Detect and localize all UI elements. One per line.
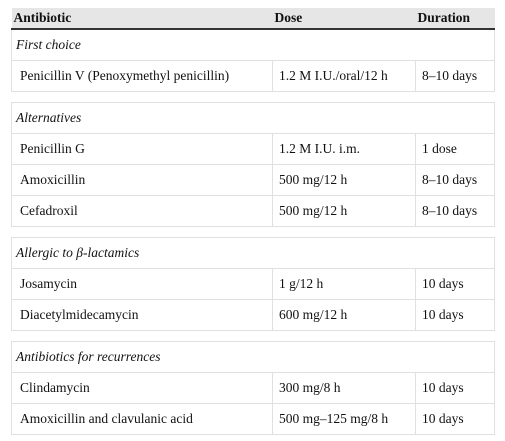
duration-cell: 8–10 days (415, 195, 495, 227)
table-row: Penicillin G 1.2 M I.U. i.m. 1 dose (11, 133, 495, 165)
header-row: Antibiotic Dose Duration (11, 8, 495, 30)
dose-cell: 1.2 M I.U. i.m. (272, 133, 416, 165)
header-antibiotic: Antibiotic (11, 8, 273, 30)
section-spacer (11, 226, 495, 238)
spacer-cell (11, 226, 495, 238)
spacer-cell (11, 91, 495, 103)
table-row: Clindamycin 300 mg/8 h 10 days (11, 372, 495, 404)
table-row: Cefadroxil 500 mg/12 h 8–10 days (11, 195, 495, 227)
dose-cell: 500 mg/12 h (272, 195, 416, 227)
antibiotic-cell: Amoxicillin and clavulanic acid (11, 403, 273, 435)
section-title: Alternatives (11, 102, 495, 134)
dose-cell: 1 g/12 h (272, 268, 416, 300)
dose-cell: 500 mg/12 h (272, 164, 416, 196)
duration-cell: 8–10 days (415, 164, 495, 196)
dose-cell: 500 mg–125 mg/8 h (272, 403, 416, 435)
duration-cell: 10 days (415, 268, 495, 300)
table-row: Penicillin V (Penoxymethyl penicillin) 1.… (11, 60, 495, 92)
antibiotic-cell: Josamycin (11, 268, 273, 300)
duration-cell: 8–10 days (415, 60, 495, 92)
duration-cell: 1 dose (415, 133, 495, 165)
antibiotic-cell: Clindamycin (11, 372, 273, 404)
section-title: Allergic to β-lactamics (11, 237, 495, 269)
header-duration: Duration (415, 8, 495, 30)
table-row: Diacetylmidecamycin 600 mg/12 h 10 days (11, 299, 495, 331)
section-row: Antibiotics for recurrences (11, 341, 495, 373)
spacer-cell (11, 330, 495, 342)
dose-cell: 1.2 M I.U./oral/12 h (272, 60, 416, 92)
section-row: Alternatives (11, 102, 495, 134)
section-title: Antibiotics for recurrences (11, 341, 495, 373)
duration-cell: 10 days (415, 403, 495, 435)
section-title: First choice (11, 28, 495, 61)
section-spacer (11, 330, 495, 342)
antibiotic-cell: Penicillin G (11, 133, 273, 165)
antibiotic-cell: Amoxicillin (11, 164, 273, 196)
antibiotic-cell: Penicillin V (Penoxymethyl penicillin) (11, 60, 273, 92)
antibiotic-cell: Cefadroxil (11, 195, 273, 227)
section-row: First choice (11, 28, 495, 61)
section-spacer (11, 91, 495, 103)
section-row: Allergic to β-lactamics (11, 237, 495, 269)
table-row: Amoxicillin and clavulanic acid 500 mg–12… (11, 403, 495, 435)
dose-cell: 600 mg/12 h (272, 299, 416, 331)
table-row: Amoxicillin 500 mg/12 h 8–10 days (11, 164, 495, 196)
antibiotic-table: Antibiotic Dose Duration First choice Pen… (11, 8, 495, 435)
duration-cell: 10 days (415, 372, 495, 404)
table-header: Antibiotic Dose Duration (11, 8, 495, 30)
table-body: First choice Penicillin V (Penoxymethyl p… (11, 28, 495, 435)
header-dose: Dose (272, 8, 416, 30)
antibiotic-cell: Diacetylmidecamycin (11, 299, 273, 331)
duration-cell: 10 days (415, 299, 495, 331)
table-row: Josamycin 1 g/12 h 10 days (11, 268, 495, 300)
dose-cell: 300 mg/8 h (272, 372, 416, 404)
